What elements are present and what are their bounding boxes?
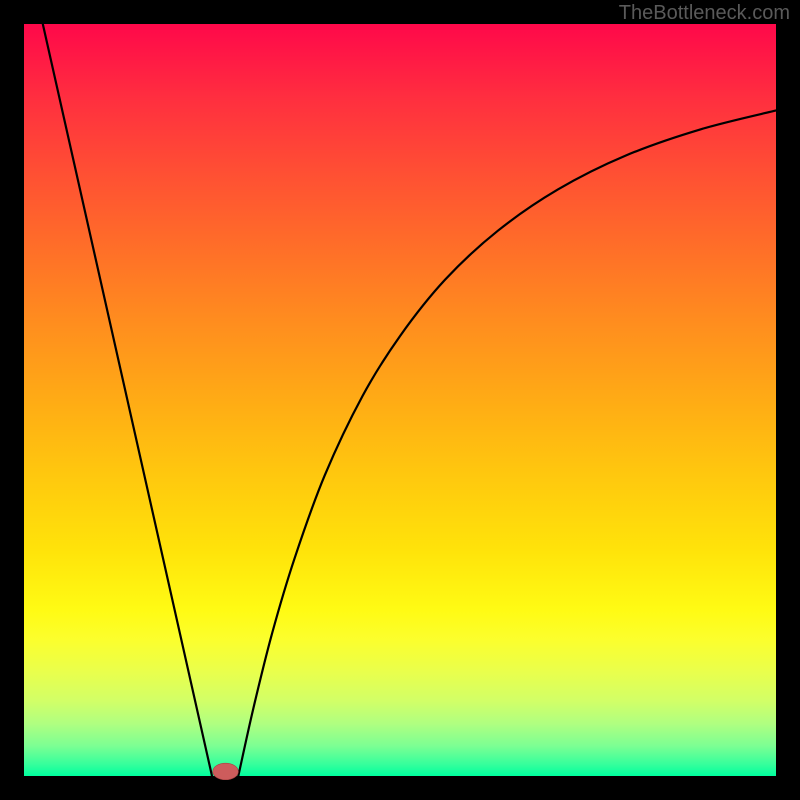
chart-container: TheBottleneck.com — [0, 0, 800, 800]
chart-frame — [0, 0, 800, 800]
chart-svg — [0, 0, 800, 800]
marker-point — [213, 763, 239, 780]
watermark-text: TheBottleneck.com — [619, 2, 790, 25]
